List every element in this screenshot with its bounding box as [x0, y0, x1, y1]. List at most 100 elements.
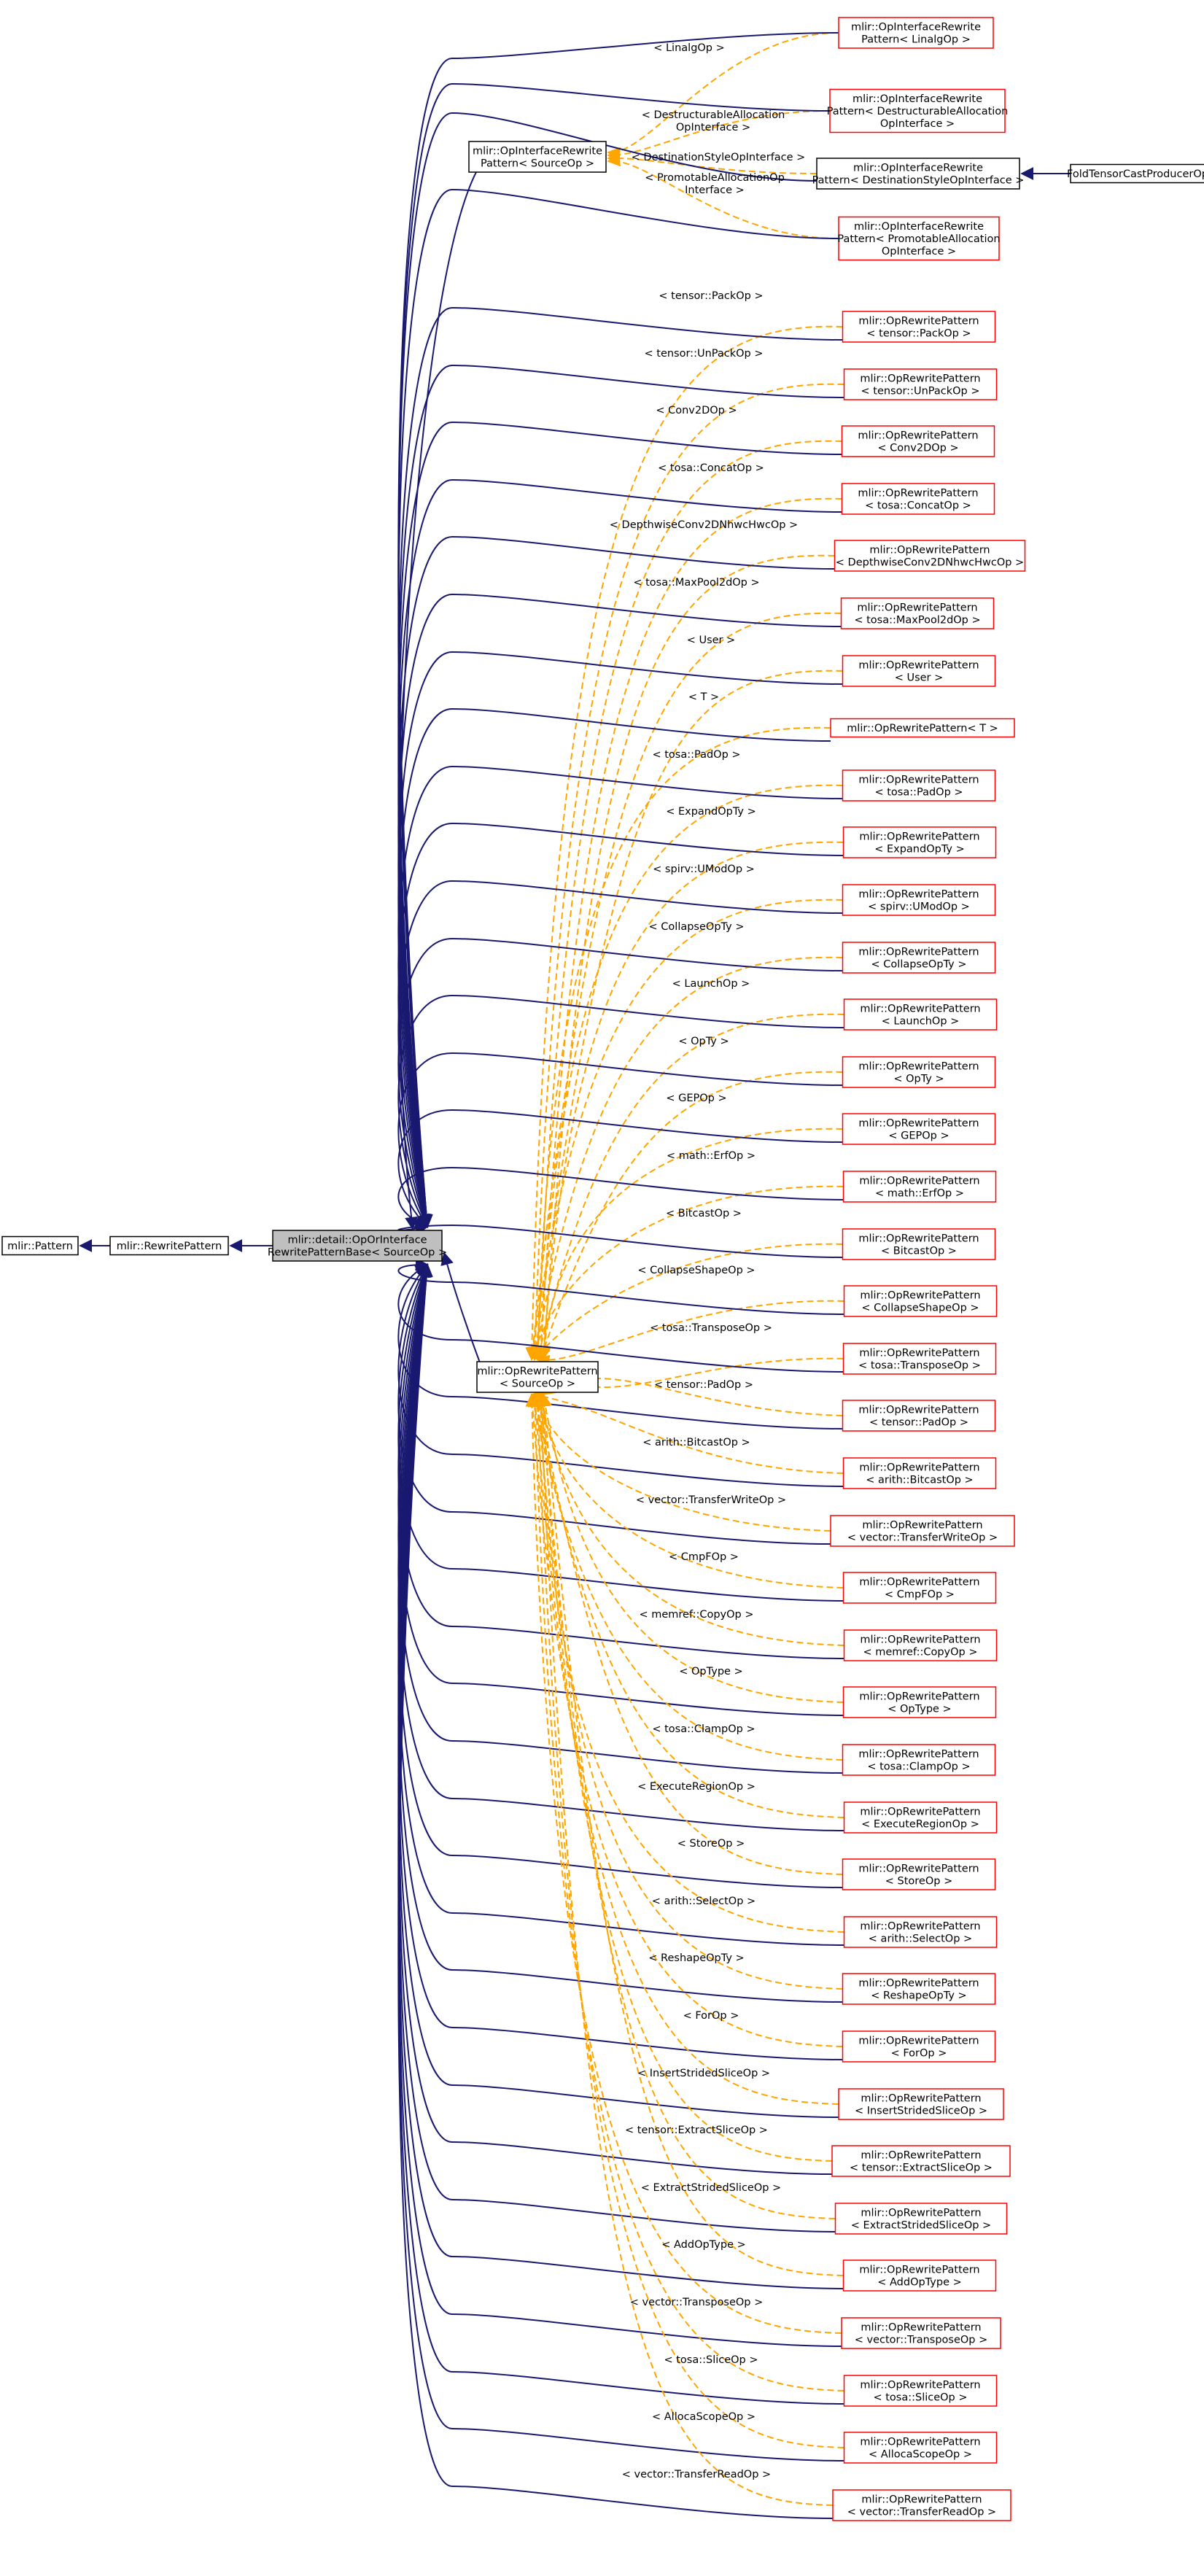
- node-op-instance-23[interactable]: mlir::OpRewritePattern< memref::CopyOp >: [843, 1629, 998, 1661]
- edge-op-instance-26-template: [530, 1393, 844, 1818]
- edge-op-instance-32-template: [532, 1393, 833, 2162]
- node-op-instance-5-label: mlir::OpRewritePattern: [857, 602, 977, 614]
- node-op-instance-11-box: [842, 942, 996, 974]
- node-op-instance-11[interactable]: mlir::OpRewritePattern< CollapseOpTy >: [842, 942, 996, 974]
- node-op-instance-34[interactable]: mlir::OpRewritePattern< AddOpType >: [842, 2259, 997, 2292]
- node-op-instance-35-box: [841, 2317, 1001, 2349]
- node-op-instance-5[interactable]: mlir::OpRewritePattern< tosa::MaxPool2dO…: [840, 597, 995, 629]
- node-op-instance-6-box: [842, 655, 996, 687]
- node-op-instance-37[interactable]: mlir::OpRewritePattern< AllocaScopeOp >: [843, 2432, 998, 2464]
- node-op-instance-27[interactable]: mlir::OpRewritePattern< StoreOp >: [842, 1858, 996, 1890]
- node-fold-tensor-cast[interactable]: FoldTensorCastProducerOp: [1067, 163, 1204, 184]
- edge-op-instance-17-to-focus: [397, 1257, 844, 1315]
- node-op-instance-16[interactable]: mlir::OpRewritePattern< BitcastOp >: [842, 1228, 996, 1260]
- edge-interface-instance-0-to-focus: [397, 32, 839, 1228]
- node-op-instance-3-label: < tosa::ConcatOp >: [865, 500, 971, 512]
- node-op-instance-33[interactable]: mlir::OpRewritePattern< ExtractStridedSl…: [834, 2203, 1008, 2235]
- edge-op-instance-2-template: [531, 440, 842, 1361]
- node-op-instance-4[interactable]: mlir::OpRewritePattern< DepthwiseConv2DN…: [834, 540, 1026, 572]
- node-op-instance-23-label: < memref::CopyOp >: [863, 1647, 977, 1659]
- node-pattern[interactable]: mlir::Pattern: [1, 1235, 79, 1256]
- node-op-instance-1-label: < tensor::UnPackOp >: [861, 386, 980, 397]
- edge-label-op-instance-9: < ExpandOpTy >: [666, 806, 756, 818]
- edge-label-op-instance-11: < CollapseOpTy >: [649, 921, 745, 933]
- node-op-instance-26[interactable]: mlir::OpRewritePattern< ExecuteRegionOp …: [843, 1801, 998, 1834]
- node-op-instance-7-label: mlir::OpRewritePattern< T >: [847, 723, 998, 734]
- node-op-instance-35[interactable]: mlir::OpRewritePattern< vector::Transpos…: [841, 2317, 1001, 2349]
- node-op-instance-10[interactable]: mlir::OpRewritePattern< spirv::UModOp >: [842, 884, 996, 916]
- edge-op-instance-26-to-focus: [397, 1263, 844, 1831]
- node-op-instance-2[interactable]: mlir::OpRewritePattern< Conv2DOp >: [841, 425, 995, 457]
- edge-op-instance-8-to-focus: [397, 765, 843, 1228]
- node-op-instance-20[interactable]: mlir::OpRewritePattern< arith::BitcastOp…: [842, 1457, 997, 1489]
- node-op-instance-30-label: < ForOp >: [891, 2048, 947, 2060]
- node-op-instance-16-label: < BitcastOp >: [881, 1246, 957, 1257]
- node-op-instance-7-box: [830, 718, 1015, 738]
- node-op-instance-18[interactable]: mlir::OpRewritePattern< tosa::TransposeO…: [842, 1343, 997, 1375]
- node-op-instance-31-label: < InsertStridedSliceOp >: [855, 2106, 987, 2117]
- node-op-instance-10-box: [842, 884, 996, 916]
- edge-label-op-instance-21: < vector::TransferWriteOp >: [636, 1494, 786, 1506]
- node-op-instance-21[interactable]: mlir::OpRewritePattern< vector::Transfer…: [830, 1515, 1015, 1547]
- node-op-instance-33-label: < ExtractStridedSliceOp >: [851, 2220, 991, 2232]
- node-op-instance-30[interactable]: mlir::OpRewritePattern< ForOp >: [842, 2030, 996, 2063]
- node-op-instance-31-box: [838, 2088, 1004, 2120]
- node-op-instance-37-label: mlir::OpRewritePattern: [860, 2437, 980, 2448]
- node-rewrite-pattern[interactable]: mlir::RewritePattern: [109, 1235, 229, 1256]
- node-op-instance-0[interactable]: mlir::OpRewritePattern< tensor::PackOp >: [842, 311, 996, 343]
- node-interface-instance-0-box: [838, 17, 994, 49]
- node-op-instance-8[interactable]: mlir::OpRewritePattern< tosa::PadOp >: [842, 769, 996, 802]
- node-op-instance-31[interactable]: mlir::OpRewritePattern< InsertStridedSli…: [838, 2088, 1004, 2120]
- node-op-instance-22[interactable]: mlir::OpRewritePattern< CmpFOp >: [842, 1572, 997, 1604]
- edge-label-op-instance-34: < AddOpType >: [661, 2239, 746, 2251]
- node-op-instance-19[interactable]: mlir::OpRewritePattern< tensor::PadOp >: [842, 1400, 996, 1432]
- node-op-instance-9[interactable]: mlir::OpRewritePattern< ExpandOpTy >: [842, 826, 997, 858]
- node-op-template[interactable]: mlir::OpRewritePattern< SourceOp >: [476, 1361, 599, 1393]
- node-op-instance-24[interactable]: mlir::OpRewritePattern< OpType >: [842, 1686, 997, 1718]
- node-focus[interactable]: mlir::detail::OpOrInterfaceRewritePatter…: [268, 1230, 447, 1262]
- node-op-instance-2-label: mlir::OpRewritePattern: [858, 430, 978, 442]
- edge-label-op-instance-30: < ForOp >: [683, 2010, 739, 2022]
- node-op-instance-0-box: [842, 311, 996, 343]
- node-op-instance-6[interactable]: mlir::OpRewritePattern< User >: [842, 655, 996, 687]
- node-op-instance-21-label: < vector::TransferWriteOp >: [847, 1532, 998, 1544]
- edge-op-instance-4-to-focus: [397, 535, 835, 1228]
- edge-op-instance-29-template: [537, 1393, 843, 1990]
- edge-op-instance-13-to-focus: [397, 1052, 843, 1228]
- node-op-instance-28-box: [843, 1916, 998, 1948]
- node-op-instance-12[interactable]: mlir::OpRewritePattern< LaunchOp >: [843, 998, 998, 1031]
- edge-interface-instance-2-to-focus: [397, 112, 817, 1228]
- node-interface-instance-3-label: mlir::OpInterfaceRewrite: [854, 221, 984, 233]
- node-op-instance-1[interactable]: mlir::OpRewritePattern< tensor::UnPackOp…: [843, 368, 998, 400]
- node-op-instance-29[interactable]: mlir::OpRewritePattern< ReshapeOpTy >: [842, 1973, 996, 2005]
- node-op-instance-28[interactable]: mlir::OpRewritePattern< arith::SelectOp …: [843, 1916, 998, 1948]
- node-op-instance-36[interactable]: mlir::OpRewritePattern< tosa::SliceOp >: [843, 2375, 998, 2407]
- edge-label-interface-instance-3: < PromotableAllocationOp: [645, 172, 785, 184]
- node-op-instance-30-label: mlir::OpRewritePattern: [858, 2036, 979, 2047]
- node-op-instance-24-box: [842, 1686, 997, 1718]
- edge-label-op-instance-28: < arith::SelectOp >: [652, 1896, 756, 1907]
- edge-op-instance-9-to-focus: [397, 822, 844, 1228]
- node-op-instance-25[interactable]: mlir::OpRewritePattern< tosa::ClampOp >: [842, 1744, 996, 1776]
- node-op-instance-26-label: < ExecuteRegionOp >: [861, 1819, 979, 1831]
- node-op-instance-16-label: mlir::OpRewritePattern: [858, 1233, 979, 1245]
- node-op-instance-17-box: [843, 1285, 998, 1317]
- node-op-instance-38[interactable]: mlir::OpRewritePattern< vector::Transfer…: [832, 2489, 1011, 2521]
- node-op-instance-8-label: < tosa::PadOp >: [874, 787, 963, 799]
- edge-label-op-instance-1: < tensor::UnPackOp >: [645, 348, 764, 360]
- node-op-instance-13[interactable]: mlir::OpRewritePattern< OpTy >: [842, 1056, 996, 1088]
- node-op-instance-14[interactable]: mlir::OpRewritePattern< GEPOp >: [842, 1113, 996, 1145]
- edge-op-instance-37-template: [531, 1393, 844, 2448]
- node-op-instance-15[interactable]: mlir::OpRewritePattern< math::ErfOp >: [842, 1171, 997, 1203]
- node-op-instance-12-label: < LaunchOp >: [882, 1016, 960, 1028]
- node-op-instance-32[interactable]: mlir::OpRewritePattern< tensor::ExtractS…: [831, 2145, 1011, 2177]
- node-op-instance-17[interactable]: mlir::OpRewritePattern< CollapseShapeOp …: [843, 1285, 998, 1317]
- node-op-instance-3[interactable]: mlir::OpRewritePattern< tosa::ConcatOp >: [841, 483, 995, 515]
- node-op-instance-15-box: [842, 1171, 997, 1203]
- node-op-instance-7[interactable]: mlir::OpRewritePattern< T >: [830, 718, 1015, 738]
